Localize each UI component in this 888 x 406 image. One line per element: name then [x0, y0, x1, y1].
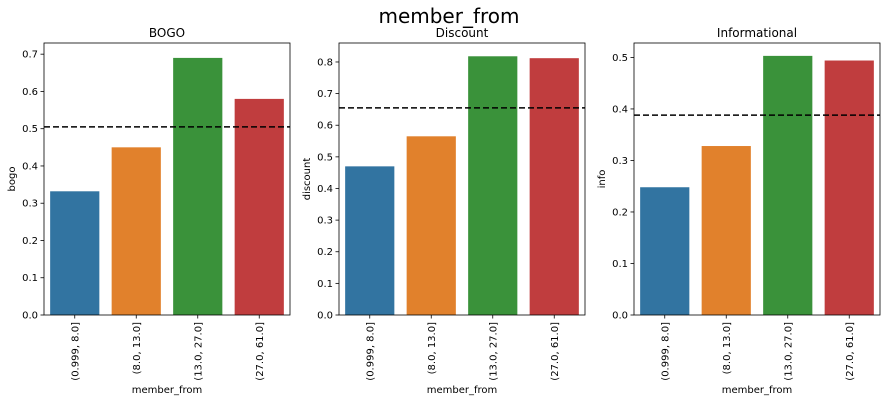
bar-3 [173, 57, 223, 315]
y-tick-label: 0.3 [612, 156, 628, 167]
y-tick-label: 0.6 [22, 87, 38, 98]
axes-frame [43, 42, 291, 316]
bar-1 [640, 187, 690, 315]
x-tick-label: (0.999, 8.0] [365, 322, 376, 381]
x-axis-label: member_from [427, 385, 498, 396]
bar-2 [701, 146, 751, 315]
y-tick-label: 0.6 [317, 121, 333, 132]
axes-frame [633, 42, 881, 316]
bar-4 [234, 98, 284, 315]
bar-1 [50, 191, 100, 315]
x-tick-label: (27.0, 61.0] [255, 322, 266, 381]
y-axis-label: discount [302, 158, 313, 201]
bar-3 [468, 56, 518, 315]
x-axis-label: member_from [722, 385, 793, 396]
y-tick-label: 0.7 [22, 50, 38, 61]
bar-4 [529, 58, 579, 315]
y-axis-label: bogo [7, 167, 18, 192]
y-tick-label: 0.2 [317, 247, 333, 258]
y-axis-label: info [597, 170, 608, 189]
x-tick-label: (8.0, 13.0] [722, 322, 733, 374]
chart-title: Informational [717, 26, 797, 40]
y-tick-label: 0.0 [612, 311, 628, 322]
y-tick-label: 0.5 [22, 124, 38, 135]
x-tick-label: (13.0, 27.0] [783, 322, 794, 381]
y-tick-label: 0.1 [612, 259, 628, 270]
bar-2 [111, 147, 161, 315]
y-tick-label: 0.1 [317, 279, 333, 290]
y-tick-label: 0.8 [317, 57, 333, 68]
x-tick-label: (0.999, 8.0] [660, 322, 671, 381]
y-tick-label: 0.4 [22, 161, 38, 172]
y-tick-label: 0.3 [22, 199, 38, 210]
y-tick-label: 0.0 [22, 311, 38, 322]
y-tick-label: 0.0 [317, 311, 333, 322]
y-tick-label: 0.5 [612, 53, 628, 64]
axes-frame [338, 42, 586, 316]
x-axis-label: member_from [132, 385, 203, 396]
y-tick-label: 0.2 [22, 236, 38, 247]
x-tick-label: (13.0, 27.0] [193, 322, 204, 381]
y-tick-label: 0.5 [317, 152, 333, 163]
x-tick-label: (13.0, 27.0] [488, 322, 499, 381]
bar-3 [763, 55, 813, 316]
figure-suptitle: member_from [378, 4, 519, 28]
bar-1 [345, 166, 395, 315]
y-tick-label: 0.3 [317, 216, 333, 227]
y-tick-label: 0.2 [612, 207, 628, 218]
y-tick-label: 0.7 [317, 89, 333, 100]
x-tick-label: (0.999, 8.0] [70, 322, 81, 381]
x-tick-label: (27.0, 61.0] [550, 322, 561, 381]
x-tick-label: (8.0, 13.0] [132, 322, 143, 374]
y-tick-label: 0.1 [22, 273, 38, 284]
y-tick-label: 0.4 [612, 104, 628, 115]
x-tick-label: (27.0, 61.0] [845, 322, 856, 381]
bar-4 [824, 60, 874, 315]
bar-2 [406, 136, 456, 315]
chart-title: BOGO [149, 26, 185, 40]
x-tick-label: (8.0, 13.0] [427, 322, 438, 374]
chart-title: Discount [436, 26, 489, 40]
y-tick-label: 0.4 [317, 184, 333, 195]
